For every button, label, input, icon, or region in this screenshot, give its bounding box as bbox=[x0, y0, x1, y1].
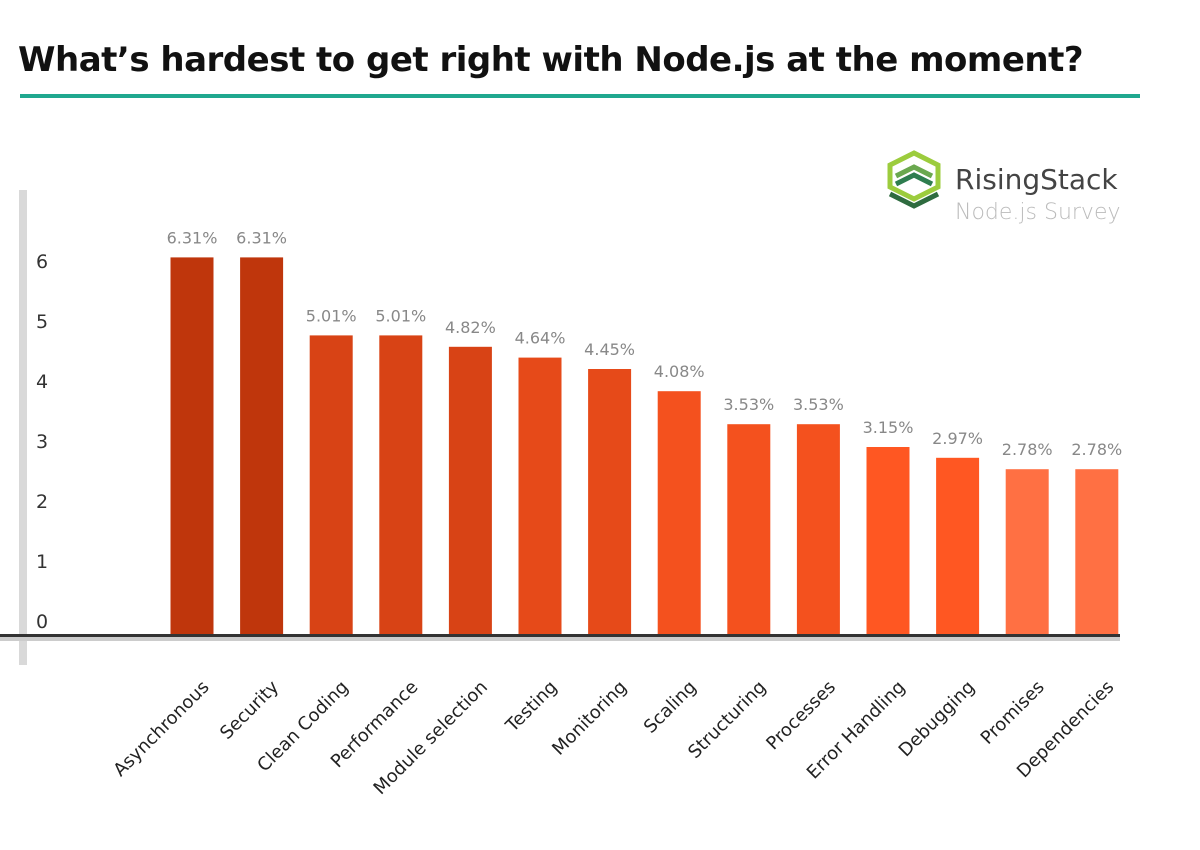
bar bbox=[796, 424, 840, 636]
bar bbox=[518, 357, 562, 636]
bar bbox=[309, 335, 353, 636]
bar bbox=[240, 257, 284, 636]
data-label: 3.53% bbox=[793, 395, 844, 414]
y-tick-label: 1 bbox=[36, 551, 48, 573]
bar bbox=[657, 391, 701, 636]
data-label: 5.01% bbox=[306, 306, 357, 325]
brand-subtitle: Node.js Survey bbox=[955, 200, 1121, 225]
data-label: 6.31% bbox=[167, 228, 218, 247]
y-tick-label: 0 bbox=[36, 611, 48, 633]
data-label: 5.01% bbox=[375, 306, 426, 325]
data-label: 3.15% bbox=[863, 418, 914, 437]
y-axis-bar bbox=[19, 190, 27, 665]
data-label: 2.78% bbox=[1071, 440, 1122, 459]
data-label: 6.31% bbox=[236, 228, 287, 247]
bar bbox=[1075, 469, 1119, 636]
x-tick-label: Testing bbox=[501, 677, 561, 737]
data-label: 2.97% bbox=[932, 429, 983, 448]
y-tick-label: 5 bbox=[36, 311, 48, 333]
brand-name: RisingStack bbox=[955, 163, 1118, 196]
data-label: 4.08% bbox=[654, 362, 705, 381]
bar bbox=[379, 335, 423, 636]
data-label: 2.78% bbox=[1002, 440, 1053, 459]
bar bbox=[1005, 469, 1049, 636]
x-axis-line bbox=[0, 634, 1120, 637]
bar bbox=[936, 457, 980, 636]
y-tick-label: 4 bbox=[36, 371, 48, 393]
bar bbox=[727, 424, 771, 636]
data-label: 4.45% bbox=[584, 340, 635, 359]
y-tick-label: 2 bbox=[36, 491, 48, 513]
title-underline bbox=[20, 94, 1140, 98]
x-tick-label: Asynchronous bbox=[109, 677, 213, 781]
page-title: What’s hardest to get right with Node.js… bbox=[18, 40, 1084, 80]
data-label: 4.64% bbox=[515, 329, 566, 348]
x-axis-shadow bbox=[0, 637, 1120, 641]
data-label: 4.82% bbox=[445, 318, 496, 337]
bar bbox=[866, 447, 910, 636]
y-tick-label: 3 bbox=[36, 431, 48, 453]
x-tick-label: Monitoring bbox=[548, 677, 631, 760]
x-tick-label: Promises bbox=[977, 677, 1049, 749]
y-tick-label: 6 bbox=[36, 251, 48, 273]
x-tick-label: Security bbox=[216, 676, 283, 743]
x-tick-label: Scaling bbox=[640, 677, 701, 738]
bar bbox=[588, 369, 632, 636]
risingstack-hexagon-logo-icon bbox=[887, 150, 941, 209]
bar bbox=[170, 257, 214, 636]
data-label: 3.53% bbox=[723, 395, 774, 414]
bar bbox=[448, 346, 492, 636]
